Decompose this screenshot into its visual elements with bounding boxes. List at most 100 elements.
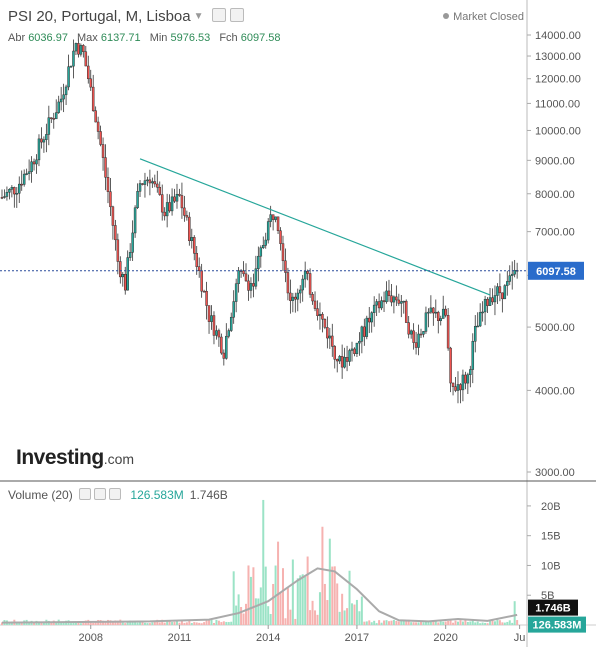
candle-body: [22, 173, 26, 185]
x-tick-label: 2017: [345, 632, 369, 644]
volume-bar: [452, 622, 455, 625]
candle-body: [193, 237, 196, 254]
candle-body: [296, 292, 300, 300]
chevron-down-icon[interactable]: ▼: [193, 11, 204, 22]
volume-bar: [217, 620, 220, 625]
candle-body: [106, 177, 110, 192]
open-label: Abr: [8, 32, 26, 44]
candle-body: [119, 261, 122, 278]
candle-body: [35, 159, 38, 165]
candle-body: [419, 333, 423, 336]
candle-body: [266, 221, 270, 241]
volume-bar: [124, 623, 127, 625]
candle-body: [501, 292, 504, 300]
eye-icon[interactable]: [79, 488, 92, 500]
candle-body: [355, 342, 359, 354]
candle-body: [32, 161, 36, 165]
volume-bar: [259, 587, 262, 625]
volume-bar: [198, 622, 201, 625]
candle-body: [427, 311, 430, 314]
candle-body: [372, 304, 376, 313]
volume-bar: [220, 622, 223, 625]
vol-tick-label: 15B: [541, 531, 561, 543]
eye-icon[interactable]: [211, 8, 226, 22]
volume-bar: [479, 623, 482, 625]
candle-body: [259, 247, 263, 257]
candle-body: [365, 317, 369, 337]
volume-bar: [136, 622, 139, 625]
volume-bar: [316, 614, 319, 625]
volume-legend: Volume (20) 126.583M 1.746B: [8, 488, 228, 502]
volume-bar: [309, 610, 312, 625]
volume-bar: [257, 598, 260, 625]
volume-bar: [134, 621, 137, 625]
candle-body: [252, 283, 255, 287]
candle-body: [74, 43, 78, 52]
close-icon[interactable]: [109, 488, 122, 500]
close-value: 6097.58: [240, 32, 281, 44]
gear-icon[interactable]: [94, 488, 107, 500]
volume-bar: [114, 620, 117, 625]
candle-body: [50, 117, 53, 119]
candle-body: [170, 196, 174, 212]
volume-bar: [28, 622, 31, 625]
candle-body: [464, 374, 467, 384]
chart-title-text: PSI 20, Portugal, M, Lisboa: [8, 8, 191, 25]
volume-bar: [89, 621, 92, 625]
candle-body: [62, 94, 65, 100]
volume-bar: [365, 621, 368, 625]
volume-bar: [326, 600, 329, 625]
volume-bar: [269, 614, 272, 625]
volume-bar: [92, 622, 95, 625]
volume-bar: [346, 608, 349, 625]
candle-body: [358, 341, 361, 344]
volume-bar: [60, 621, 63, 625]
candle-body: [156, 183, 159, 188]
candle-body: [412, 330, 415, 343]
candle-body: [348, 350, 351, 362]
candle-body: [387, 290, 391, 296]
volume-bar: [353, 604, 356, 625]
candle-body: [160, 194, 164, 213]
candle-body: [508, 275, 511, 282]
volume-bar: [131, 621, 134, 625]
candle-body: [478, 312, 482, 327]
volume-bar: [1, 622, 3, 625]
x-tick-label: 2020: [433, 632, 457, 644]
candle-body: [37, 138, 41, 161]
gear-icon[interactable]: [229, 8, 244, 22]
volume-bar: [370, 622, 373, 625]
volume-bar: [215, 619, 218, 625]
candle-body: [323, 318, 327, 328]
volume-bar: [336, 583, 339, 625]
volume-bar: [432, 620, 435, 625]
candle-body: [476, 325, 479, 328]
volume-bar: [420, 621, 423, 625]
candle-body: [360, 326, 364, 342]
candle-body: [417, 333, 420, 348]
volume-ma-tag: [528, 599, 578, 616]
low-label: Min: [149, 32, 168, 44]
candle-body: [67, 66, 70, 88]
candle-body: [380, 300, 383, 309]
open-value: 6036.97: [28, 32, 68, 44]
candle-body: [227, 330, 231, 337]
candle-body: [407, 322, 410, 335]
candle-body: [257, 255, 260, 270]
investing-logo[interactable]: Investing.com: [16, 446, 134, 470]
candle-body: [229, 316, 233, 331]
volume-bar: [481, 622, 484, 625]
volume-bar: [20, 622, 23, 625]
candle-body: [498, 286, 502, 294]
y-tick-label: 14000.00: [535, 30, 581, 42]
candle-body: [271, 214, 275, 220]
candle-body: [30, 161, 33, 172]
volume-bar: [464, 620, 467, 625]
volume-bar: [301, 574, 304, 625]
candle-body: [131, 232, 134, 253]
volume-bar: [447, 620, 450, 625]
candle-body: [488, 297, 492, 306]
candle-body: [316, 308, 319, 317]
y-tick-label: 7000.00: [535, 227, 575, 239]
